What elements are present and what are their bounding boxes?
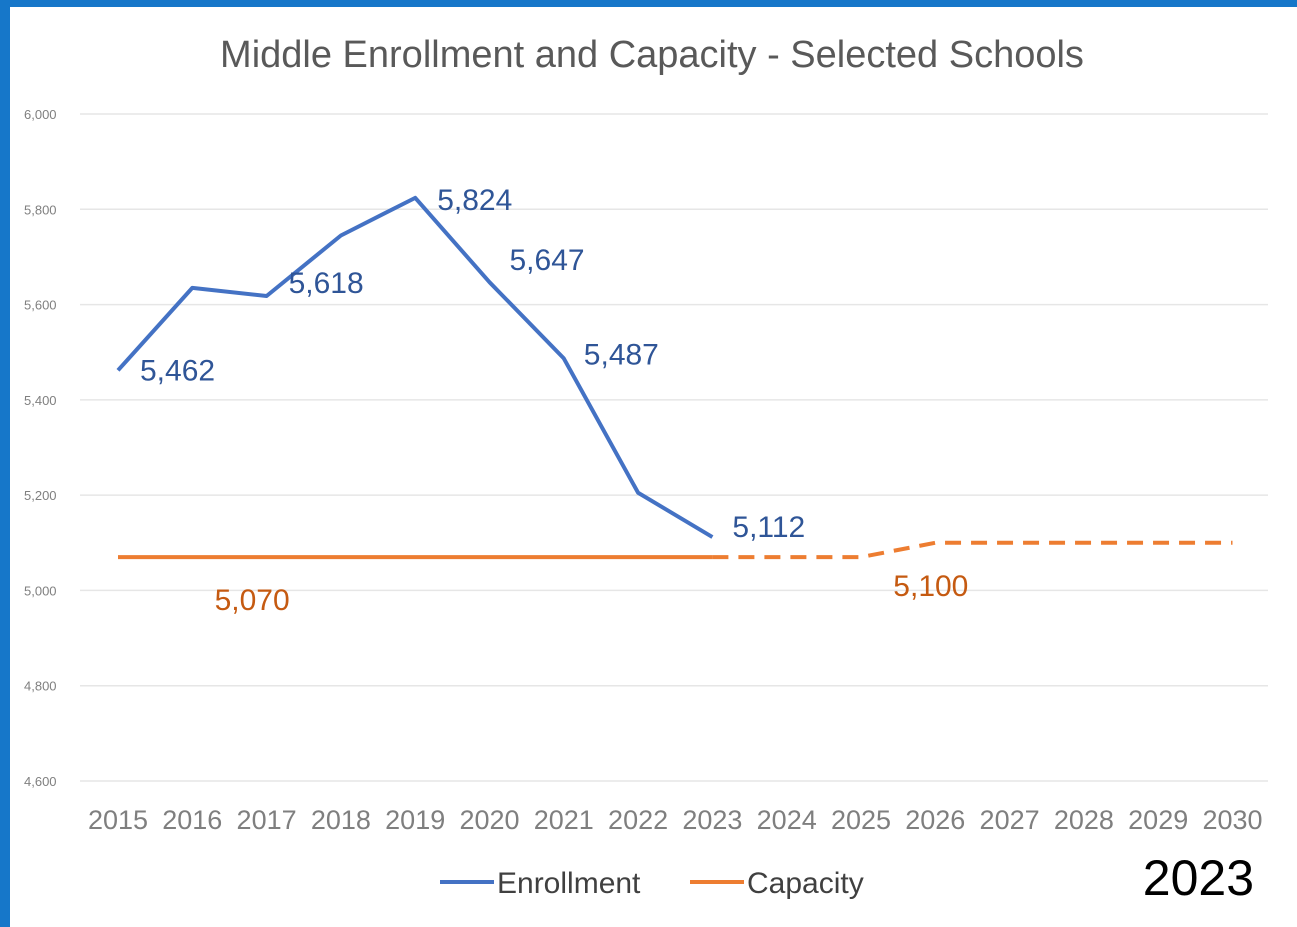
data-label-enrollment: 5,647 — [510, 244, 585, 277]
x-tick-label: 2030 — [1202, 805, 1262, 835]
x-tick-label: 2021 — [534, 805, 594, 835]
x-tick-label: 2022 — [608, 805, 668, 835]
legend: Enrollment Capacity — [440, 867, 864, 900]
x-tick-label: 2016 — [162, 805, 222, 835]
enrollment-capacity-chart: Middle Enrollment and Capacity - Selecte… — [24, 34, 1268, 906]
gridlines — [80, 113, 1268, 782]
data-label-capacity: 5,100 — [893, 570, 968, 603]
series-lines — [116, 195, 1233, 560]
data-label-enrollment: 5,112 — [732, 511, 805, 544]
y-tick-label: 5,000 — [24, 583, 57, 598]
y-tick-label: 5,400 — [24, 393, 57, 408]
chart-title: Middle Enrollment and Capacity - Selecte… — [220, 34, 1084, 76]
series-line-enrollment — [116, 195, 714, 539]
y-tick-label: 5,600 — [24, 298, 57, 313]
x-tick-label: 2020 — [459, 805, 519, 835]
x-axis-ticks: 2015 2016 2017 2018 2019 2020 2021 2022 2023 2024… — [88, 805, 1263, 835]
x-tick-label: 2015 — [88, 805, 148, 835]
series-line-capacity-projected — [712, 540, 1233, 560]
x-tick-label: 2026 — [905, 805, 965, 835]
legend-label-capacity: Capacity — [747, 867, 864, 900]
data-label-capacity: 5,070 — [215, 584, 290, 617]
chart-frame: Middle Enrollment and Capacity - Selecte… — [10, 7, 1297, 927]
data-label-enrollment: 5,618 — [289, 267, 364, 300]
data-label-enrollment: 5,462 — [140, 354, 215, 387]
y-tick-label: 6,000 — [24, 107, 57, 122]
x-tick-label: 2017 — [237, 805, 297, 835]
y-axis-ticks: 6,000 5,800 5,600 5,400 5,200 5,000 4,800 4,600 — [24, 107, 57, 789]
x-tick-label: 2024 — [757, 805, 817, 835]
x-tick-label: 2019 — [385, 805, 445, 835]
x-tick-label: 2029 — [1128, 805, 1188, 835]
y-tick-label: 5,800 — [24, 202, 57, 217]
data-label-enrollment: 5,487 — [584, 338, 659, 371]
data-label-enrollment: 5,824 — [437, 184, 512, 217]
year-badge: 2023 — [1143, 850, 1254, 906]
legend-label-enrollment: Enrollment — [497, 867, 641, 900]
data-labels: 5,462 5,618 5,824 5,647 5,487 5,112 5,070 5,100 — [140, 184, 968, 617]
y-tick-label: 4,600 — [24, 774, 57, 789]
x-tick-label: 2028 — [1054, 805, 1114, 835]
y-tick-label: 4,800 — [24, 679, 57, 694]
y-tick-label: 5,200 — [24, 488, 57, 503]
x-tick-label: 2027 — [980, 805, 1040, 835]
x-tick-label: 2018 — [311, 805, 371, 835]
x-tick-label: 2025 — [831, 805, 891, 835]
x-tick-label: 2023 — [682, 805, 742, 835]
